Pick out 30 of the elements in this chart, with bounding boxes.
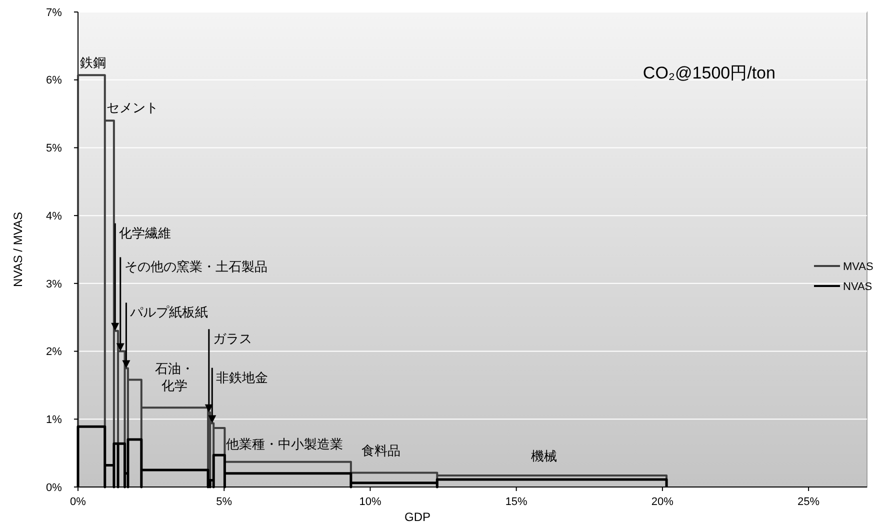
y-tick-label: 6% — [46, 74, 62, 87]
y-tick-label: 0% — [46, 482, 62, 494]
legend-label: MVAS — [843, 260, 874, 273]
annotation: セメント — [106, 100, 159, 115]
y-tick-label: 3% — [46, 278, 62, 290]
y-tick-label: 4% — [46, 210, 62, 222]
annotation: 機械 — [530, 448, 557, 464]
annotation: ガラス — [212, 331, 252, 346]
y-tick-label: 7% — [46, 6, 62, 19]
annotation: 鉄鋼 — [80, 54, 106, 70]
x-tick-label: 15% — [505, 496, 528, 508]
annotation: 他業種・中小製造業 — [226, 436, 344, 452]
x-axis-title: GDP — [404, 510, 431, 524]
x-tick-label: 20% — [651, 496, 674, 508]
x-tick-label: 10% — [359, 496, 382, 508]
annotation: 食料品 — [361, 443, 400, 458]
annotation: 化学繊維 — [119, 225, 172, 240]
x-tick-label: 0% — [70, 496, 86, 508]
y-tick-label: 2% — [46, 346, 62, 358]
annotation: 石油・化学 — [154, 361, 194, 393]
x-tick-label: 5% — [216, 496, 232, 508]
y-tick-label: 1% — [46, 414, 62, 426]
annotation: その他の窯業・土石製品 — [124, 259, 268, 274]
annotation: パルプ紙板紙 — [129, 304, 208, 320]
y-axis-title: NVAS / MVAS — [11, 212, 25, 287]
y-tick-label: 5% — [46, 142, 62, 155]
annotation: CO₂@1500円/ton — [642, 64, 776, 82]
annotation: 非鉄地金 — [216, 370, 268, 385]
x-tick-label: 25% — [798, 496, 820, 508]
legend-label: NVAS — [843, 280, 872, 293]
